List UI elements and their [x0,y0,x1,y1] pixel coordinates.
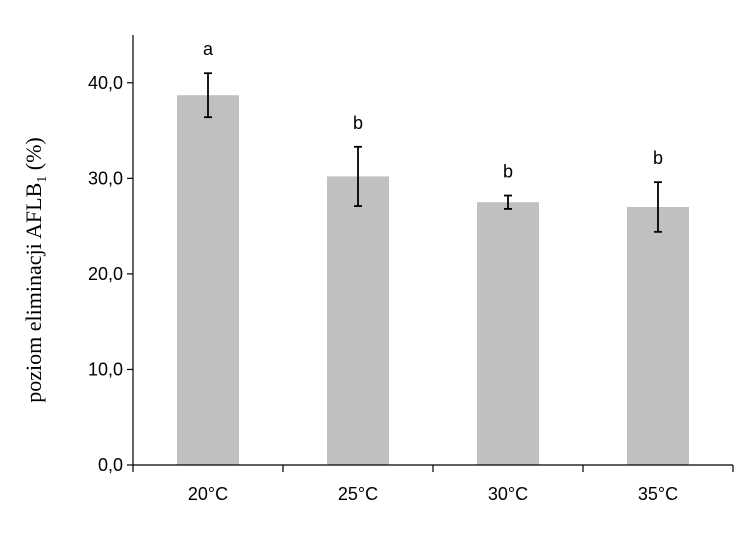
y-tick-label: 10,0 [88,359,123,379]
y-tick-label: 40,0 [88,73,123,93]
bars-group [177,95,689,465]
x-ticks-group: 20°C 25°C 30°C 35°C [132,465,734,504]
y-axis-label: poziom eliminacji AFLB1 (%) [21,137,50,402]
error-bar [354,145,362,207]
bar [177,95,239,465]
error-bar [654,181,662,233]
significance-label: b [653,148,663,168]
y-tick-label: 30,0 [88,168,123,188]
x-tick-label: 20°C [188,484,228,504]
x-tick-label: 30°C [488,484,528,504]
significance-label: b [353,113,363,133]
bar [477,202,539,465]
significance-label: a [203,39,214,59]
y-axis-label-subscript: 1 [35,176,50,183]
x-tick-label: 35°C [638,484,678,504]
significance-label: b [503,162,513,182]
error-bar [204,72,212,119]
y-axis-label-main: poziom eliminacji AFLB [21,183,46,403]
y-tick-label: 0,0 [98,455,123,475]
error-bars-group [204,72,662,233]
x-tick-label: 25°C [338,484,378,504]
y-axis-label-suffix: (%) [21,137,46,175]
significance-labels-group: a b b b [203,39,663,181]
y-tick-label: 20,0 [88,264,123,284]
y-ticks-group: 0,0 10,0 20,0 30,0 40,0 [88,73,133,475]
bar [327,176,389,465]
bar [627,207,689,465]
error-bar [504,194,512,210]
